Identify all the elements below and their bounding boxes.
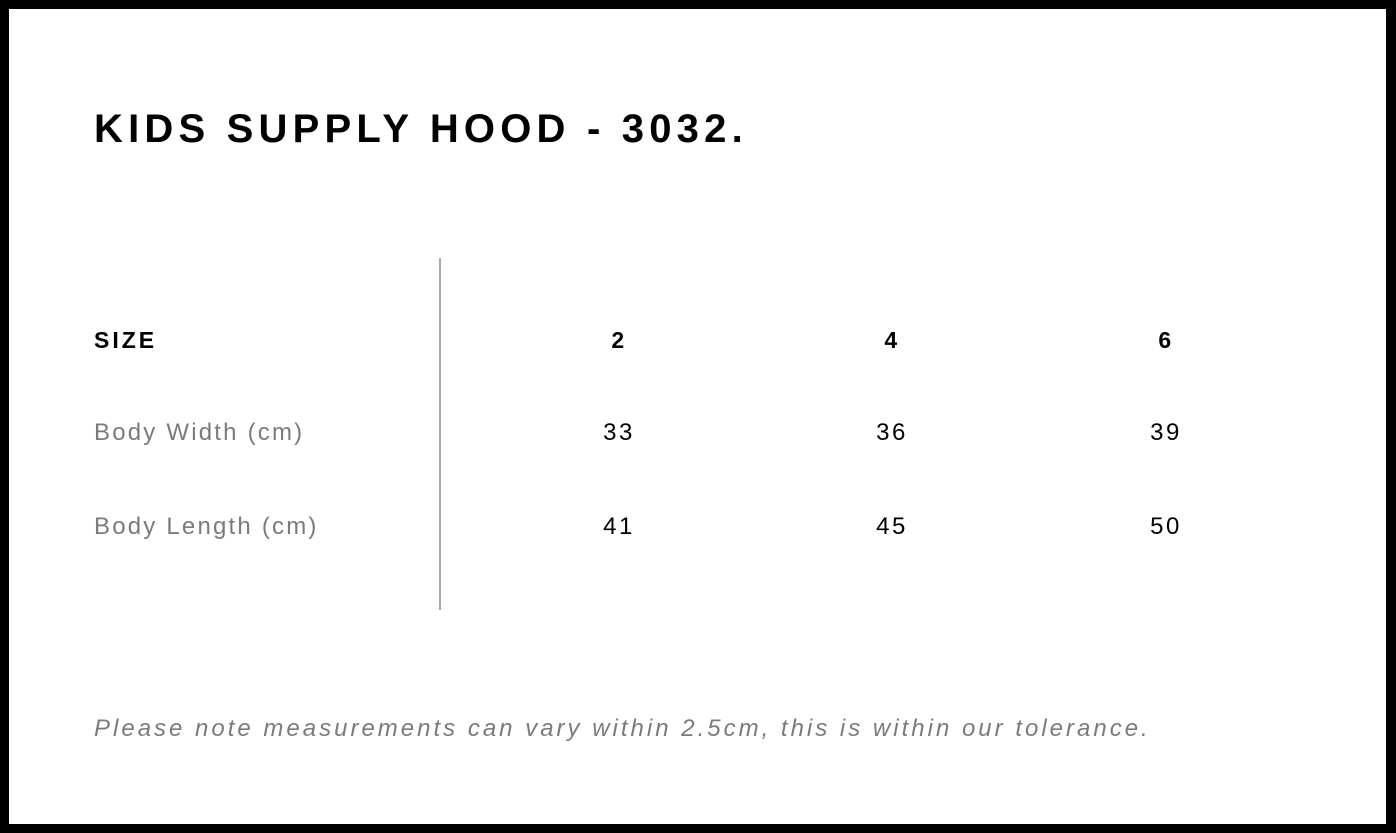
table-cell: 41 <box>603 513 635 540</box>
size-header-cell: 4 <box>884 327 900 353</box>
size-header-cell: 2 <box>611 327 627 353</box>
table-cell: 36 <box>876 419 908 446</box>
page-title: KIDS SUPPLY HOOD - 3032. <box>94 107 748 151</box>
size-header-label: SIZE <box>94 327 158 353</box>
row-label: Body Width (cm) <box>94 419 305 446</box>
column-divider <box>439 258 441 610</box>
size-header-cell: 6 <box>1158 327 1174 353</box>
table-cell: 33 <box>603 419 635 446</box>
row-label: Body Length (cm) <box>94 513 319 540</box>
table-cell: 50 <box>1150 513 1182 540</box>
table-cell: 39 <box>1150 419 1182 446</box>
table-cell: 45 <box>876 513 908 540</box>
tolerance-note: Please note measurements can vary within… <box>94 715 1151 742</box>
size-chart-card: KIDS SUPPLY HOOD - 3032. SIZE 2 4 6 Body… <box>9 9 1386 824</box>
